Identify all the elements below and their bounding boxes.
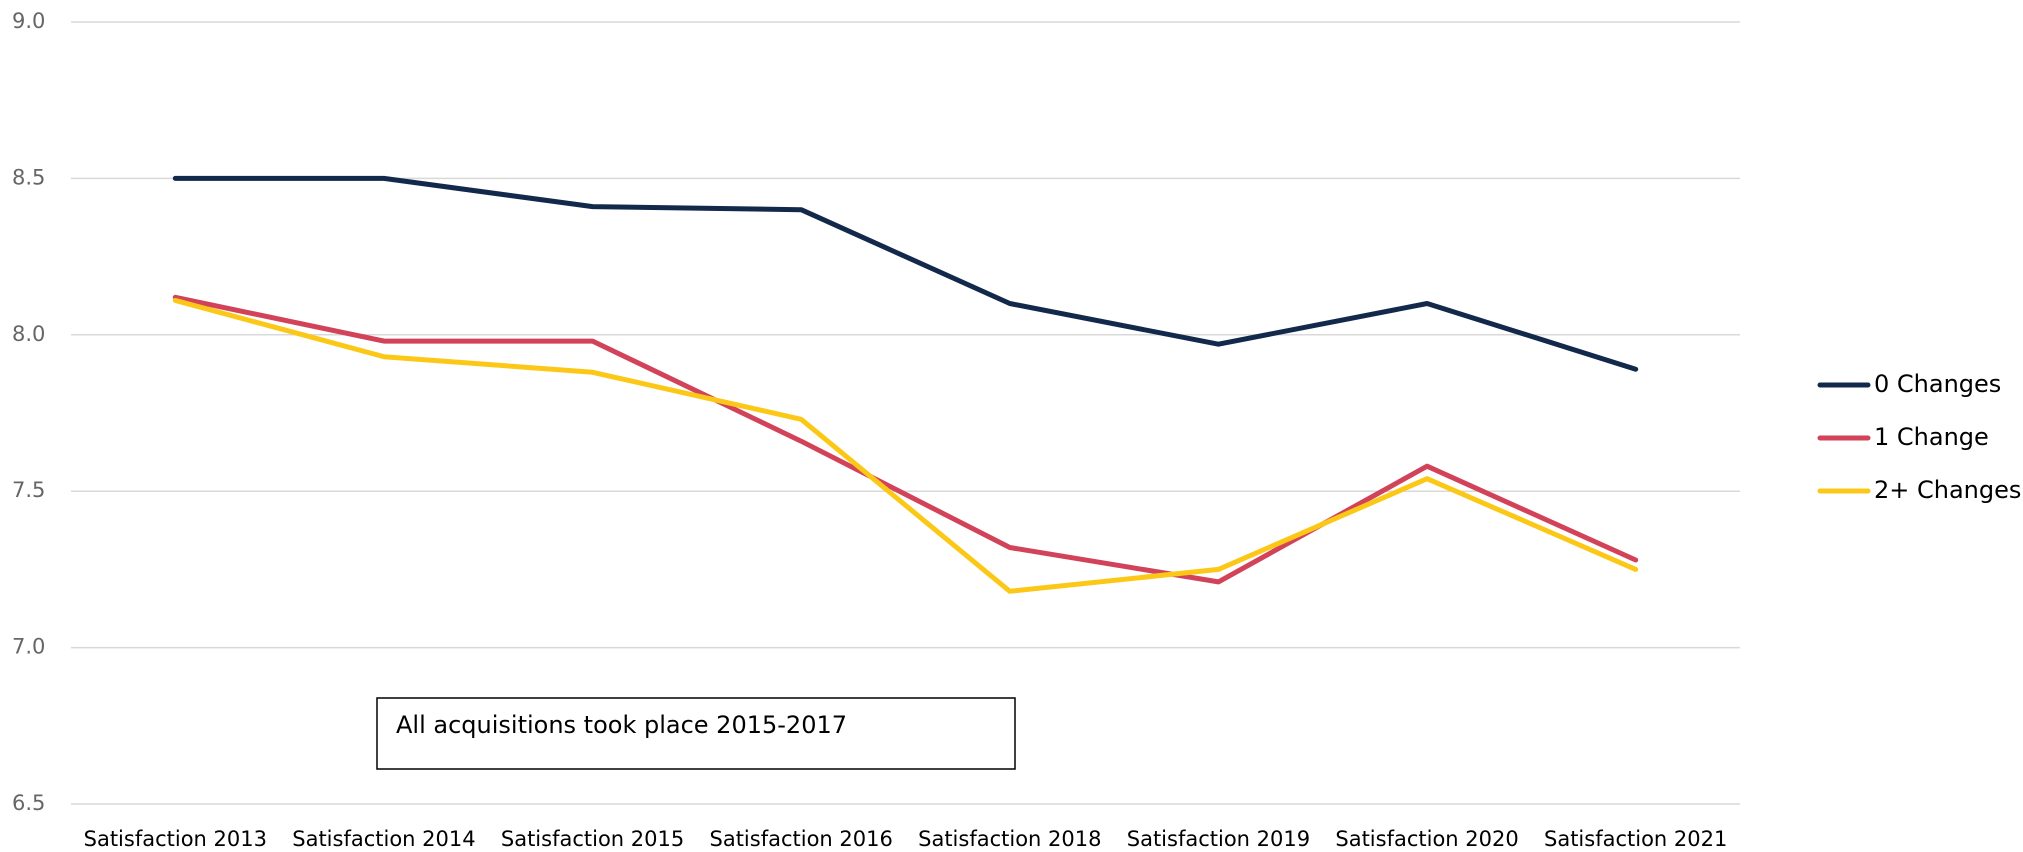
x-tick-label: Satisfaction 2014 — [292, 827, 475, 851]
legend-label: 1 Change — [1874, 423, 1989, 451]
y-tick-label: 9.0 — [12, 9, 45, 33]
x-tick-label: Satisfaction 2018 — [918, 827, 1101, 851]
annotation: All acquisitions took place 2015-2017 — [396, 711, 847, 739]
y-tick-label: 8.5 — [12, 165, 45, 189]
series-line — [172, 294, 1639, 585]
x-tick-label: Satisfaction 2013 — [84, 827, 267, 851]
series-line — [172, 297, 1639, 594]
y-tick-label: 7.0 — [12, 635, 45, 659]
x-tick-label: Satisfaction 2020 — [1335, 827, 1518, 851]
legend-label: 0 Changes — [1874, 370, 2001, 398]
x-tick-label: Satisfaction 2015 — [501, 827, 684, 851]
y-tick-label: 6.5 — [12, 791, 45, 815]
x-tick-label: Satisfaction 2016 — [710, 827, 893, 851]
legend-label: 2+ Changes — [1874, 476, 2021, 504]
y-tick-label: 7.5 — [12, 478, 45, 502]
x-tick-label: Satisfaction 2021 — [1544, 827, 1727, 851]
annotation-box — [376, 697, 1016, 770]
series-line — [172, 175, 1639, 372]
y-tick-label: 8.0 — [12, 322, 45, 346]
x-tick-label: Satisfaction 2019 — [1127, 827, 1310, 851]
